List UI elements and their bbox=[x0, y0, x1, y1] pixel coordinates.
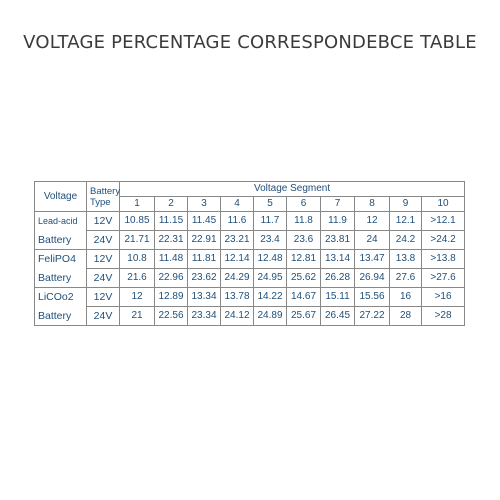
table-row: Battery 24V 21 22.56 23.34 24.12 24.89 25.67 26.… bbox=[34, 306, 466, 326]
voltage-value-cell: 13.14 bbox=[320, 249, 355, 269]
voltage-value-cell: 23.4 bbox=[253, 230, 287, 250]
voltage-value-cell: 23.34 bbox=[187, 306, 221, 326]
nominal-voltage-cell: 12V bbox=[86, 211, 120, 231]
voltage-value-cell: 11.7 bbox=[253, 211, 287, 231]
voltage-value-cell: 15.11 bbox=[320, 287, 355, 307]
voltage-value-cell: 24 bbox=[354, 230, 390, 250]
voltage-value-cell: 26.45 bbox=[320, 306, 355, 326]
voltage-value-cell: 12 bbox=[354, 211, 390, 231]
segment-number: 10 bbox=[420, 196, 466, 212]
voltage-value-cell: 24.89 bbox=[253, 306, 287, 326]
voltage-value-cell: 28 bbox=[389, 306, 422, 326]
battery-name-cell: FeliPO4 bbox=[34, 249, 87, 269]
header-voltage: Voltage bbox=[34, 181, 87, 212]
battery-name-cell: Lead-acid bbox=[34, 211, 87, 231]
voltage-value-cell: 11.6 bbox=[220, 211, 254, 231]
header-voltage-segment: Voltage Segment bbox=[118, 181, 466, 197]
voltage-value-cell: 22.96 bbox=[154, 268, 188, 288]
segment-number: 2 bbox=[154, 196, 188, 212]
nominal-voltage-cell: 12V bbox=[86, 249, 120, 269]
voltage-value-cell: 12.1 bbox=[389, 211, 422, 231]
voltage-value-cell: 10.8 bbox=[119, 249, 155, 269]
voltage-value-cell: 13.8 bbox=[389, 249, 422, 269]
voltage-value-cell: 21.71 bbox=[119, 230, 155, 250]
voltage-value-cell: 12.48 bbox=[253, 249, 287, 269]
voltage-value-cell: 24.2 bbox=[389, 230, 422, 250]
voltage-value-cell: 13.78 bbox=[220, 287, 254, 307]
segment-number: 9 bbox=[389, 196, 422, 212]
voltage-value-cell: 22.56 bbox=[154, 306, 188, 326]
page-title: VOLTAGE PERCENTAGE CORRESPONDEBCE TABLE bbox=[23, 32, 477, 53]
voltage-value-cell: 22.31 bbox=[154, 230, 188, 250]
table-row: Battery 24V 21.71 22.31 22.91 23.21 23.4 23.6 23… bbox=[34, 230, 466, 250]
voltage-value-cell: 25.67 bbox=[286, 306, 321, 326]
nominal-voltage-cell: 24V bbox=[86, 230, 120, 250]
voltage-value-cell: 16 bbox=[389, 287, 422, 307]
segment-number: 4 bbox=[220, 196, 254, 212]
segment-number: 6 bbox=[286, 196, 321, 212]
voltage-value-cell: 26.94 bbox=[354, 268, 390, 288]
voltage-value-cell: >13.8 bbox=[420, 249, 466, 269]
table-row: Battery 24V 21.6 22.96 23.62 24.29 24.95 25.62 2… bbox=[34, 268, 466, 288]
voltage-value-cell: 10.85 bbox=[119, 211, 155, 231]
table-row: FeliPO4 12V 10.8 11.48 11.81 12.14 12.48 12.81 1… bbox=[34, 249, 466, 269]
voltage-value-cell: >16 bbox=[420, 287, 466, 307]
voltage-value-cell: 23.62 bbox=[187, 268, 221, 288]
voltage-value-cell: 26.28 bbox=[320, 268, 355, 288]
voltage-value-cell: 14.22 bbox=[253, 287, 287, 307]
voltage-value-cell: 12.81 bbox=[286, 249, 321, 269]
table-row: Lead-acid 12V 10.85 11.15 11.45 11.6 11.7 11.8 1… bbox=[34, 211, 466, 231]
battery-name-cell: Battery bbox=[34, 306, 87, 326]
voltage-value-cell: 27.22 bbox=[354, 306, 390, 326]
voltage-value-cell: >28 bbox=[420, 306, 466, 326]
segment-number: 7 bbox=[320, 196, 355, 212]
voltage-value-cell: >12.1 bbox=[420, 211, 466, 231]
voltage-value-cell: 11.15 bbox=[154, 211, 188, 231]
battery-name-cell: Battery bbox=[34, 230, 87, 250]
table-row: LiCOo2 12V 12 12.89 13.34 13.78 14.22 14.67 15.1… bbox=[34, 287, 466, 307]
voltage-value-cell: 13.47 bbox=[354, 249, 390, 269]
voltage-value-cell: 23.21 bbox=[220, 230, 254, 250]
voltage-value-cell: 12.89 bbox=[154, 287, 188, 307]
voltage-value-cell: >27.6 bbox=[420, 268, 466, 288]
voltage-value-cell: 22.91 bbox=[187, 230, 221, 250]
voltage-value-cell: 11.8 bbox=[286, 211, 321, 231]
voltage-value-cell: 25.62 bbox=[286, 268, 321, 288]
voltage-value-cell: 24.12 bbox=[220, 306, 254, 326]
header-battery-type-line1: Battery bbox=[90, 185, 121, 197]
voltage-value-cell: 11.45 bbox=[187, 211, 221, 231]
nominal-voltage-cell: 24V bbox=[86, 306, 120, 326]
battery-name-cell: Battery bbox=[34, 268, 87, 288]
voltage-value-cell: 13.34 bbox=[187, 287, 221, 307]
voltage-value-cell: 12 bbox=[119, 287, 155, 307]
segment-number: 5 bbox=[253, 196, 287, 212]
voltage-value-cell: 21 bbox=[119, 306, 155, 326]
voltage-value-cell: 11.48 bbox=[154, 249, 188, 269]
voltage-value-cell: 24.95 bbox=[253, 268, 287, 288]
voltage-value-cell: >24.2 bbox=[420, 230, 466, 250]
voltage-value-cell: 11.9 bbox=[320, 211, 355, 231]
voltage-value-cell: 23.81 bbox=[320, 230, 355, 250]
segment-number-row: 1 2 3 4 5 6 7 8 9 10 bbox=[35, 196, 466, 212]
voltage-value-cell: 27.6 bbox=[389, 268, 422, 288]
voltage-value-cell: 24.29 bbox=[220, 268, 254, 288]
voltage-value-cell: 14.67 bbox=[286, 287, 321, 307]
battery-name-cell: LiCOo2 bbox=[34, 287, 87, 307]
header-battery-type: Battery Type bbox=[86, 181, 121, 212]
header-battery-type-line2: Type bbox=[90, 196, 111, 208]
voltage-value-cell: 12.14 bbox=[220, 249, 254, 269]
voltage-value-cell: 15.56 bbox=[354, 287, 390, 307]
voltage-value-cell: 11.81 bbox=[187, 249, 221, 269]
nominal-voltage-cell: 24V bbox=[86, 268, 120, 288]
segment-number: 1 bbox=[119, 196, 155, 212]
segment-number: 3 bbox=[187, 196, 221, 212]
nominal-voltage-cell: 12V bbox=[86, 287, 120, 307]
voltage-value-cell: 21.6 bbox=[119, 268, 155, 288]
voltage-value-cell: 23.6 bbox=[286, 230, 321, 250]
segment-number: 8 bbox=[354, 196, 390, 212]
